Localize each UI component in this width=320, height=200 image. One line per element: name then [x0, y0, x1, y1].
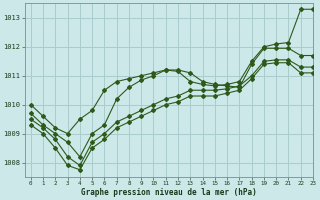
X-axis label: Graphe pression niveau de la mer (hPa): Graphe pression niveau de la mer (hPa)	[81, 188, 257, 197]
